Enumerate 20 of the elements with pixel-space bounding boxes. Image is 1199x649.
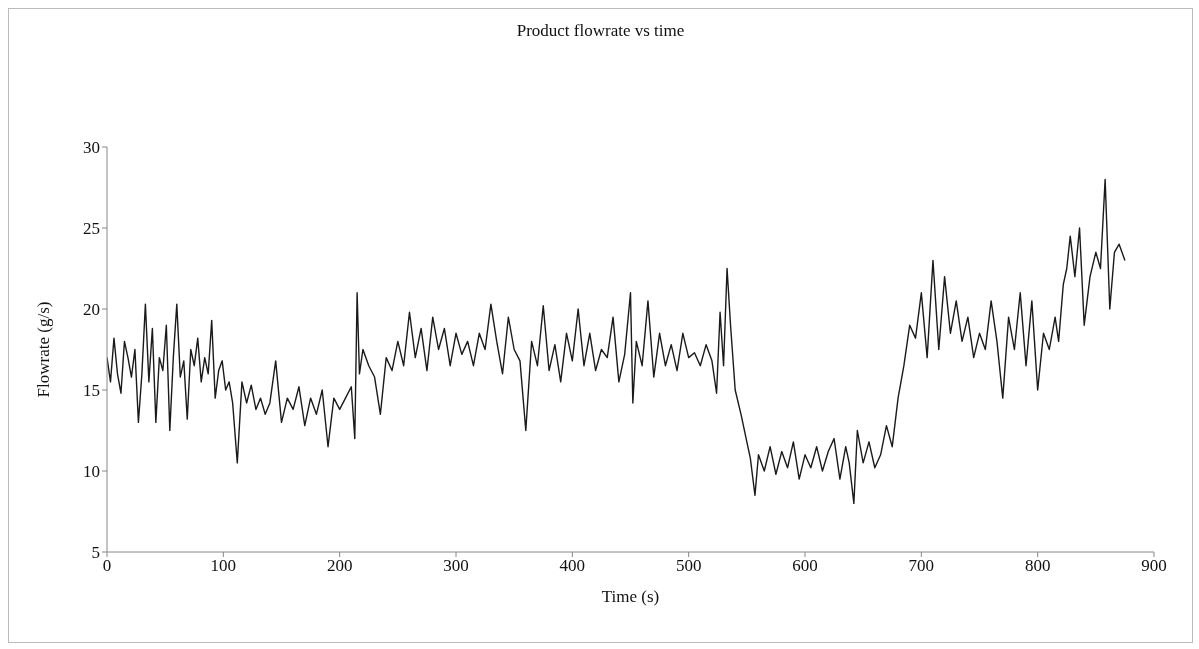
- y-tick-label: 30: [83, 138, 100, 158]
- y-axis-title: Flowrate (g/s): [34, 301, 54, 398]
- x-tick-label: 700: [908, 556, 935, 576]
- x-tick-label: 300: [443, 556, 469, 576]
- chart-title: Product flowrate vs time: [515, 21, 686, 41]
- y-tick-label: 5: [91, 543, 100, 563]
- y-tick-label: 20: [83, 300, 100, 320]
- x-tick-label: 0: [102, 556, 112, 576]
- x-tick-label: 900: [1141, 556, 1167, 576]
- x-axis-title: Time (s): [601, 587, 660, 606]
- x-tick-label: 600: [792, 556, 818, 576]
- x-tick-label: 500: [675, 556, 702, 576]
- x-tick-label: 200: [326, 556, 353, 576]
- x-tick-label: 800: [1024, 556, 1051, 576]
- y-tick-label: 10: [83, 462, 100, 482]
- line-series: [107, 178, 1126, 505]
- y-tick-label: 25: [83, 219, 100, 239]
- x-tick-label: 400: [559, 556, 586, 576]
- x-tick-label: 100: [210, 556, 237, 576]
- y-tick-label: 15: [83, 381, 100, 401]
